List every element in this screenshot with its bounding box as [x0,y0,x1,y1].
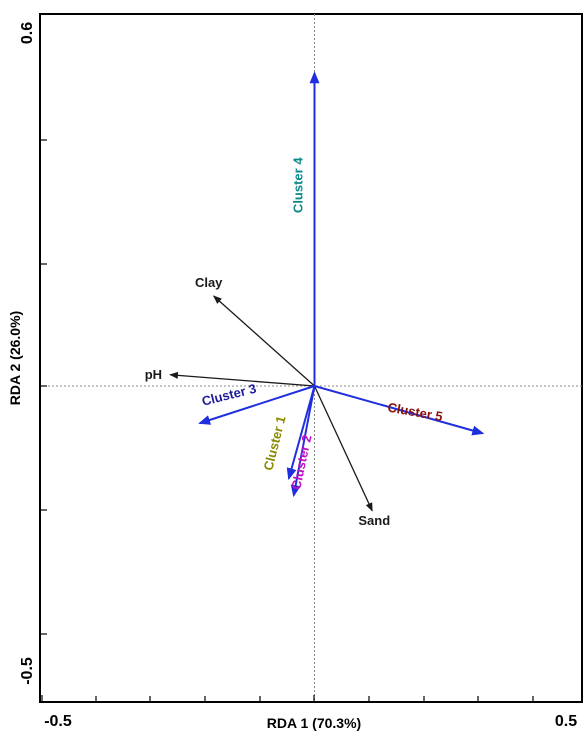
clay-label: Clay [195,275,223,290]
cluster-1-vector [286,385,316,481]
cluster-2-vector [290,385,316,498]
vector-layer: Clay pH Sand Cluster 1 Cluster 2 Cluster 3 Clu… [145,71,485,528]
cluster-4-label: Cluster 4 [291,157,306,213]
clay-vector [213,295,315,387]
y-axis-title: RDA 2 (26.0%) [7,311,23,405]
cluster-1-label: Cluster 1 [261,414,289,472]
x-axis-ticks [41,695,534,702]
cluster-5-label: Cluster 5 [386,400,443,424]
sand-label: Sand [358,513,390,528]
x-axis-title: RDA 1 (70.3%) [267,715,361,731]
y-tick-label-bottom: -0.5 [19,657,36,685]
cluster-3-label: Cluster 3 [200,381,258,409]
ph-label: pH [145,367,162,382]
ph-vector [169,371,315,387]
cluster-5-vector [314,385,485,436]
cluster-3-vector [198,385,315,425]
cluster-2-label: Cluster 2 [288,433,314,491]
x-tick-label-left: -0.5 [44,713,72,730]
y-tick-label-top: 0.6 [19,22,36,44]
sand-vector [313,385,373,512]
x-tick-label-right: 0.5 [555,713,577,730]
plot-frame [39,13,583,703]
y-axis-ticks [40,13,48,635]
